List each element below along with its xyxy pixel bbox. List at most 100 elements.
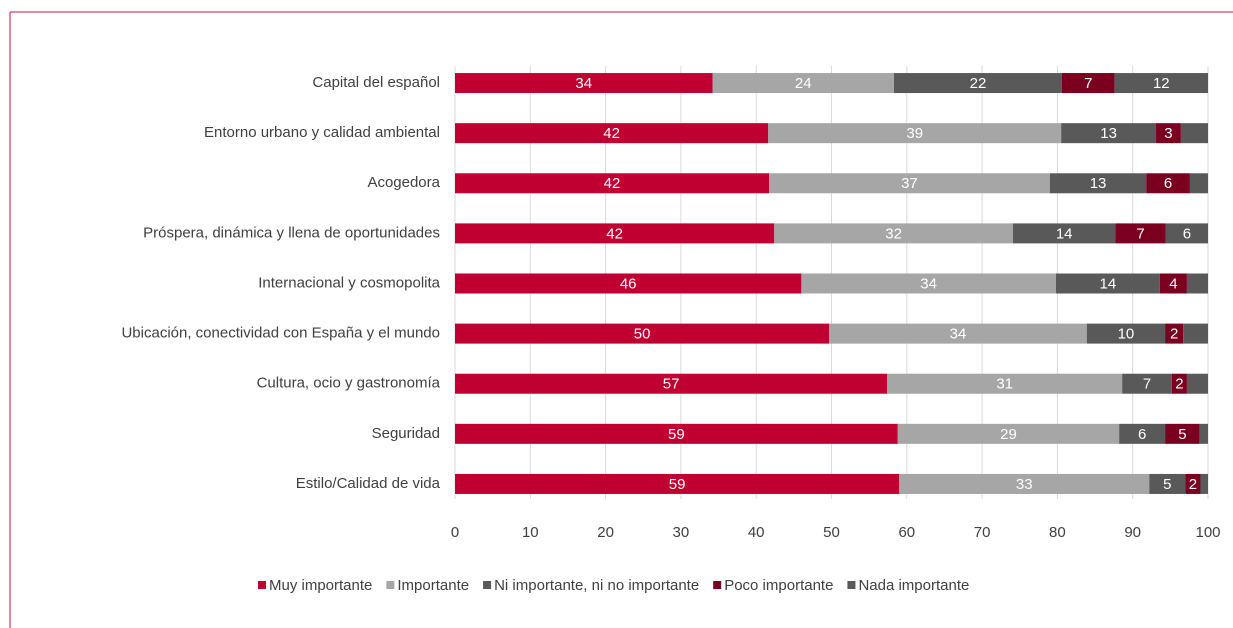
bar-label: 2 [1189,476,1197,493]
bar-segment [887,373,1123,394]
bar-segment [1171,373,1187,394]
x-tick-label: 60 [898,524,915,541]
bar-segment [769,173,1050,194]
bar-label: 46 [620,275,637,292]
y-tick-label: Próspera, dinámica y llena de oportunida… [143,224,440,241]
bar-segment [1186,373,1208,394]
bar-label: 31 [996,376,1013,393]
y-tick-label: Cultura, ocio y gastronomía [257,375,441,392]
legend-swatch [847,581,856,589]
bar-label: 6 [1183,225,1191,242]
bar-segment [455,123,769,144]
bar-label: 34 [575,75,592,92]
bar-segment [1061,73,1115,94]
bar-segment [1146,173,1190,194]
bar-label: 22 [970,75,987,92]
bar-segment [1189,173,1208,194]
legend-swatch [713,581,722,589]
bar-label: 6 [1138,426,1146,443]
bar-segment [1122,373,1172,394]
bar-segment [1165,323,1184,344]
bar-label: 3 [1164,125,1172,142]
bar-segment [1185,473,1201,494]
bar-label: 24 [795,75,812,92]
bar-segment [1114,73,1208,94]
bar-label: 10 [1118,326,1135,343]
bar-segment [1159,273,1187,294]
bar-label: 57 [663,376,680,393]
bar-label: 42 [606,225,623,242]
bar-label: 5 [1178,426,1186,443]
bar-segment [1186,273,1208,294]
legend-label: Muy importante [269,577,372,594]
bar-segment [774,223,1013,244]
bar-label: 2 [1175,376,1183,393]
bar-segment [455,173,770,194]
bar-segment [1149,473,1186,494]
bar-segment [1115,223,1166,244]
bar-label: 12 [1153,75,1170,92]
y-tick-label: Ubicación, conectividad con España y el … [121,325,440,342]
legend-label: Poco importante [724,577,833,594]
bar-segment [768,123,1062,144]
legend-label: Nada importante [858,577,969,594]
y-tick-label: Capital del español [312,74,440,91]
bar-segment [897,423,1120,444]
y-tick-label: Internacional y cosmopolita [258,274,440,291]
bar-label: 59 [668,426,685,443]
x-tick-label: 50 [823,524,840,541]
bar-segment [893,73,1062,94]
bar-label: 13 [1090,175,1107,192]
bar-label: 4 [1169,275,1177,292]
bar-segment [899,473,1150,494]
bar-segment [455,73,713,94]
x-tick-label: 10 [522,524,539,541]
bar-label: 7 [1136,225,1144,242]
bar-label: 14 [1100,275,1117,292]
bar-label: 32 [885,225,902,242]
legend-swatch [258,581,266,589]
x-tick-label: 20 [597,524,614,541]
bar-label: 34 [950,326,967,343]
legend-label: Ni importante, ni no importante [494,577,699,594]
x-tick-label: 40 [748,524,765,541]
x-tick-label: 80 [1049,524,1066,541]
y-tick-label: Estilo/Calidad de vida [296,475,441,492]
bar-segment [1119,423,1166,444]
bar-segment [1180,123,1208,144]
bar-segment [1165,423,1200,444]
bar-segment [1055,273,1160,294]
bar-segment [455,273,802,294]
bar-segment [455,323,830,344]
x-tick-label: 70 [974,524,991,541]
bar-label: 13 [1100,125,1117,142]
bar-label: 2 [1170,326,1178,343]
legend-swatch [386,581,395,589]
bar-segment [1200,473,1208,494]
bar-segment [801,273,1056,294]
bar-segment [1061,123,1157,144]
bar-segment [1156,123,1181,144]
bar-label: 59 [669,476,686,493]
bar-segment [1165,223,1208,244]
x-tick-label: 0 [451,524,459,541]
bar-segment [829,323,1087,344]
bar-label: 14 [1056,225,1073,242]
bar-segment [1012,223,1116,244]
bar-label: 37 [901,175,918,192]
bar-segment [455,223,775,244]
bar-label: 42 [603,125,620,142]
bar-label: 5 [1163,476,1171,493]
x-tick-label: 100 [1195,524,1220,541]
bar-label: 7 [1084,75,1092,92]
bar-label: 33 [1016,476,1033,493]
legend-label: Importante [397,577,469,594]
bar-label: 42 [604,175,621,192]
x-tick-label: 30 [673,524,690,541]
bar-label: 34 [920,275,937,292]
bar-segment [712,73,894,94]
bar-label: 50 [634,326,651,343]
x-tick-label: 90 [1124,524,1141,541]
bar-label: 29 [1000,426,1017,443]
